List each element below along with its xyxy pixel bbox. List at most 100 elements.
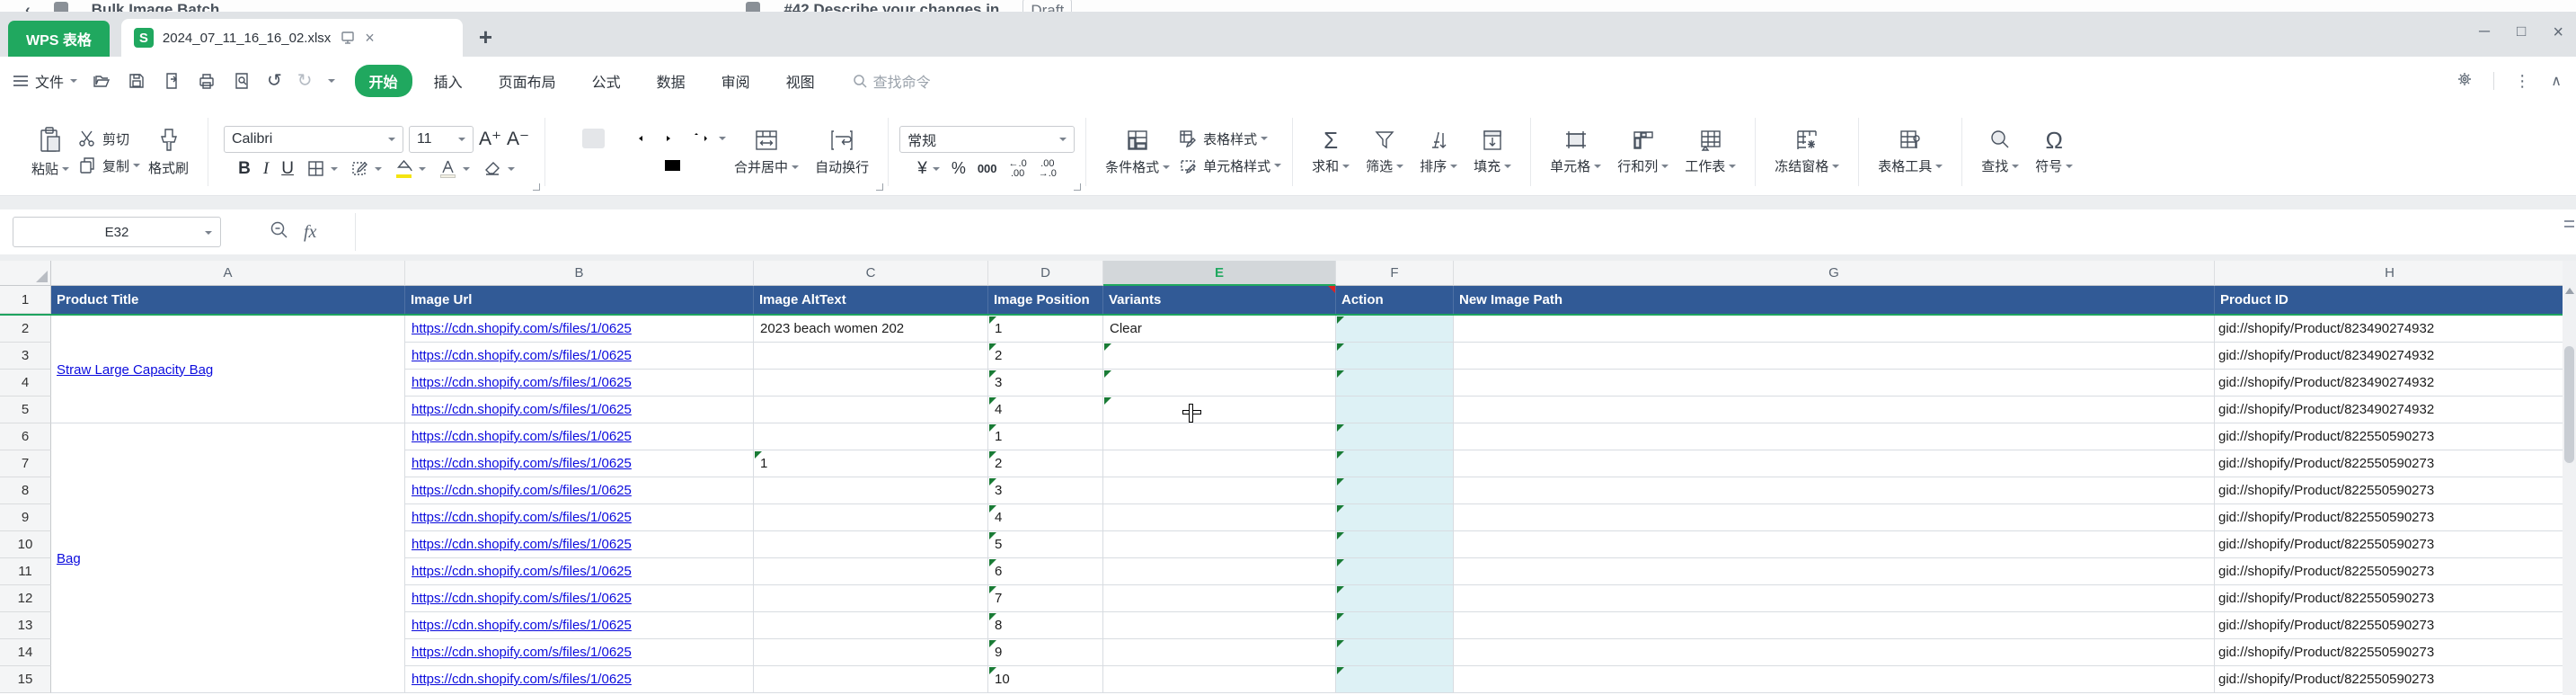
product-title-link[interactable]: Straw Large Capacity Bag — [57, 361, 214, 378]
zoom-formula-icon[interactable] — [270, 220, 289, 245]
cell-G10[interactable] — [1454, 531, 2215, 558]
conditional-format-button[interactable]: 条件格式 — [1097, 126, 1178, 178]
cell-G13[interactable] — [1454, 612, 2215, 639]
cell-E8[interactable] — [1103, 477, 1336, 504]
cell-C3[interactable] — [754, 343, 988, 370]
vertical-scrollbar[interactable] — [2563, 220, 2576, 695]
cell-G7[interactable] — [1454, 450, 2215, 477]
font-name-select[interactable]: Calibri — [223, 125, 403, 153]
cell-F9[interactable] — [1336, 504, 1454, 531]
pr-title[interactable]: #42 Describe your changes in — [783, 1, 1000, 12]
row-header-2[interactable]: 2 — [0, 316, 51, 343]
row-header-3[interactable]: 3 — [0, 343, 51, 370]
fx-icon[interactable]: fx — [304, 221, 317, 242]
row-header-9[interactable]: 9 — [0, 504, 51, 531]
image-url-link[interactable]: https://cdn.shopify.com/s/files/1/0625 — [412, 483, 632, 498]
file-menu[interactable]: 文件 — [13, 70, 78, 92]
cell-A10[interactable] — [51, 531, 405, 558]
cell-F11[interactable] — [1336, 558, 1454, 585]
image-url-link[interactable]: https://cdn.shopify.com/s/files/1/0625 — [412, 537, 632, 552]
copy-button[interactable]: 复制 — [77, 156, 141, 175]
image-url-link[interactable]: https://cdn.shopify.com/s/files/1/0625 — [412, 591, 632, 606]
name-box[interactable]: E32 — [13, 217, 221, 247]
cell-C7[interactable]: 1 — [754, 450, 988, 477]
cell-E12[interactable] — [1103, 585, 1336, 612]
cell-D11[interactable]: 6 — [988, 558, 1103, 585]
percent-button[interactable]: % — [951, 159, 966, 177]
sum-button[interactable]: Σ 求和 — [1304, 127, 1358, 177]
bold-button[interactable]: B — [238, 158, 251, 178]
cell-B9[interactable]: https://cdn.shopify.com/s/files/1/0625 — [405, 504, 754, 531]
redo-icon[interactable]: ↻ — [297, 71, 313, 91]
merge-center-button[interactable]: 合并居中 — [726, 126, 807, 178]
cell-A8[interactable] — [51, 477, 405, 504]
align-left-button[interactable] — [556, 156, 579, 175]
cell-A4[interactable] — [51, 370, 405, 397]
cell-E9[interactable] — [1103, 504, 1336, 531]
minimize-button[interactable]: ─ — [2478, 22, 2491, 40]
image-url-link[interactable]: https://cdn.shopify.com/s/files/1/0625 — [412, 348, 632, 363]
cell-A9[interactable] — [51, 504, 405, 531]
cell-H2[interactable]: gid://shopify/Product/823490274932 — [2215, 316, 2565, 343]
cell-C5[interactable] — [754, 397, 988, 423]
rows-columns-button[interactable]: 行和列 — [1609, 127, 1677, 177]
merged-product-cell-1[interactable]: Straw Large Capacity Bag — [51, 316, 405, 423]
cell-B15[interactable]: https://cdn.shopify.com/s/files/1/0625 — [405, 666, 754, 693]
cell-C6[interactable] — [754, 423, 988, 450]
monitor-icon[interactable] — [340, 30, 356, 46]
sort-button[interactable]: 排序 — [1412, 127, 1465, 177]
cell-B5[interactable]: https://cdn.shopify.com/s/files/1/0625 — [405, 397, 754, 423]
currency-button[interactable]: ¥ — [917, 159, 940, 179]
image-url-link[interactable]: https://cdn.shopify.com/s/files/1/0625 — [412, 510, 632, 525]
wps-app-tab[interactable]: WPS 表格 — [8, 21, 110, 57]
cell-F14[interactable] — [1336, 639, 1454, 666]
cell-E5[interactable] — [1103, 397, 1336, 423]
more-options-icon[interactable]: ⋮ — [2514, 71, 2532, 90]
font-dialog-launcher[interactable] — [533, 183, 541, 191]
cell-G14[interactable] — [1454, 639, 2215, 666]
row-header-1[interactable]: 1 — [0, 286, 51, 314]
undo-icon[interactable]: ↺ — [267, 71, 282, 91]
cell-C9[interactable] — [754, 504, 988, 531]
cell-B11[interactable]: https://cdn.shopify.com/s/files/1/0625 — [405, 558, 754, 585]
cell-H5[interactable]: gid://shopify/Product/823490274932 — [2215, 397, 2565, 423]
header-cell-A1[interactable]: Product Title — [51, 286, 405, 314]
row-header-15[interactable]: 15 — [0, 666, 51, 693]
decrease-indent-button[interactable] — [634, 129, 659, 148]
cell-C13[interactable] — [754, 612, 988, 639]
number-dialog-launcher[interactable] — [1074, 183, 1082, 191]
cell-H15[interactable]: gid://shopify/Product/822550590273 — [2215, 666, 2565, 693]
menu-tab-开始[interactable]: 开始 — [354, 65, 412, 97]
cell-G9[interactable] — [1454, 504, 2215, 531]
cell-A12[interactable] — [51, 585, 405, 612]
header-cell-C1[interactable]: Image AltText — [754, 286, 988, 314]
cell-H6[interactable]: gid://shopify/Product/822550590273 — [2215, 423, 2565, 450]
cell-C8[interactable] — [754, 477, 988, 504]
cell-B8[interactable]: https://cdn.shopify.com/s/files/1/0625 — [405, 477, 754, 504]
cell-E3[interactable] — [1103, 343, 1336, 370]
scroll-up-icon[interactable] — [2565, 288, 2574, 294]
column-header-A[interactable]: A — [51, 261, 405, 286]
distribute-button[interactable] — [660, 156, 685, 175]
cell-C2[interactable]: 2023 beach women 202 — [754, 316, 988, 343]
cell-G8[interactable] — [1454, 477, 2215, 504]
cell-B14[interactable]: https://cdn.shopify.com/s/files/1/0625 — [405, 639, 754, 666]
cell-C12[interactable] — [754, 585, 988, 612]
cell-D5[interactable]: 4 — [988, 397, 1103, 423]
align-center-button[interactable] — [582, 156, 605, 175]
settings-gear-icon[interactable] — [2456, 70, 2474, 93]
column-header-G[interactable]: G — [1454, 261, 2215, 286]
image-url-link[interactable]: https://cdn.shopify.com/s/files/1/0625 — [412, 456, 632, 471]
cell-B3[interactable]: https://cdn.shopify.com/s/files/1/0625 — [405, 343, 754, 370]
text-orientation-button[interactable] — [690, 129, 727, 148]
fill-button[interactable]: 填充 — [1465, 127, 1519, 177]
cell-D8[interactable]: 3 — [988, 477, 1103, 504]
menu-tab-数据[interactable]: 数据 — [656, 76, 686, 91]
cell-G15[interactable] — [1454, 666, 2215, 693]
cell-E6[interactable] — [1103, 423, 1336, 450]
cell-F5[interactable] — [1336, 397, 1454, 423]
font-color-button[interactable] — [438, 160, 470, 178]
cell-A3[interactable] — [51, 343, 405, 370]
cell-E7[interactable] — [1103, 450, 1336, 477]
row-header-12[interactable]: 12 — [0, 585, 51, 612]
